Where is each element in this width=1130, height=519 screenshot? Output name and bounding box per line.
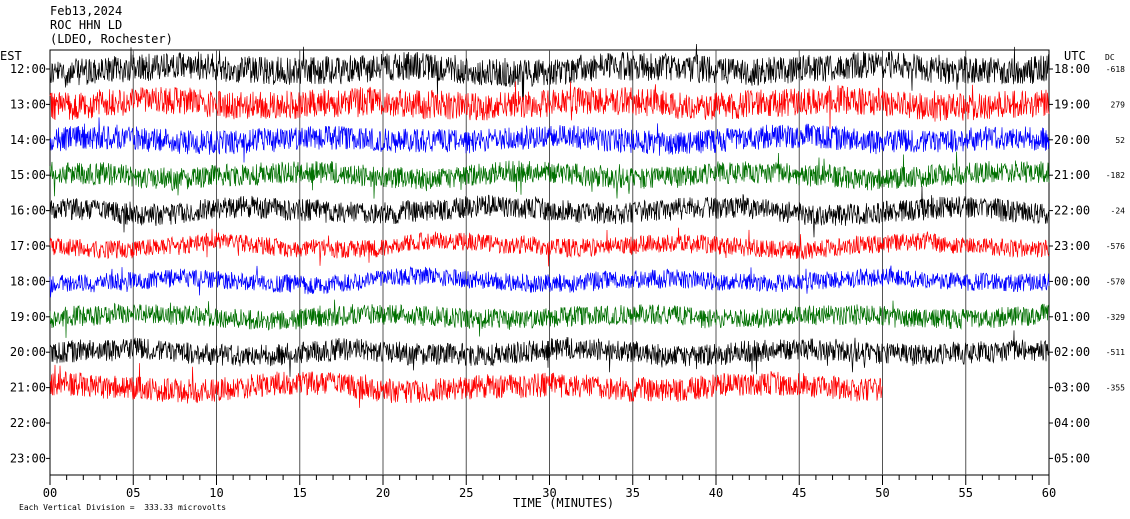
utc-hour-label: 04:00 <box>1054 416 1090 430</box>
dc-offset-value: -576 <box>1106 242 1125 251</box>
x-axis-title: TIME (MINUTES) <box>513 496 615 510</box>
x-tick-label: 05 <box>126 486 140 500</box>
est-hour-label: 21:00 <box>10 381 46 395</box>
dc-offset-value: -511 <box>1106 348 1125 357</box>
dc-offset-value: -355 <box>1106 384 1125 393</box>
utc-hour-label: 18:00 <box>1054 62 1090 76</box>
est-hour-label: 22:00 <box>10 416 46 430</box>
x-tick-label: 55 <box>959 486 973 500</box>
station-label: ROC HHN LD <box>50 18 123 32</box>
x-tick-label: 15 <box>293 486 307 500</box>
date-label: Feb13,2024 <box>50 4 123 18</box>
est-hour-label: 12:00 <box>10 62 46 76</box>
x-tick-label: 25 <box>459 486 473 500</box>
trace-line-1600 <box>49 186 1050 238</box>
dc-offset-value: -570 <box>1106 277 1125 286</box>
utc-hour-label: 19:00 <box>1054 97 1090 111</box>
dc-offset-value: -182 <box>1106 171 1125 180</box>
x-tick-label: 00 <box>43 486 57 500</box>
est-axis-label: EST <box>0 49 22 63</box>
trace-line-2000 <box>49 330 1050 377</box>
est-hour-label: 13:00 <box>10 97 46 111</box>
est-hour-label: 16:00 <box>10 204 46 218</box>
utc-hour-label: 03:00 <box>1054 381 1090 395</box>
dc-label: DC <box>1105 53 1115 62</box>
x-tick-label: 40 <box>709 486 723 500</box>
x-tick-label: 45 <box>792 486 806 500</box>
est-hour-label: 20:00 <box>10 345 46 359</box>
dc-offset-value: -329 <box>1106 313 1125 322</box>
dc-offset-value: 52 <box>1115 136 1125 145</box>
seismic-traces <box>49 43 1050 408</box>
utc-hour-label: 01:00 <box>1054 310 1090 324</box>
trace-line-1800 <box>49 265 1050 298</box>
x-tick-label: 30 <box>542 486 556 500</box>
x-tick-label: 35 <box>626 486 640 500</box>
trace-line-1700 <box>49 227 1050 267</box>
trace-line-1400 <box>49 117 1050 163</box>
utc-hour-label: 21:00 <box>1054 168 1090 182</box>
trace-line-1900 <box>49 299 1050 338</box>
dc-offset-value: -618 <box>1106 65 1125 74</box>
est-hour-label: 19:00 <box>10 310 46 324</box>
utc-hour-label: 22:00 <box>1054 204 1090 218</box>
est-hour-label: 17:00 <box>10 239 46 253</box>
est-hour-label: 23:00 <box>10 451 46 465</box>
utc-hour-label: 02:00 <box>1054 345 1090 359</box>
x-tick-label: 50 <box>875 486 889 500</box>
dc-offset-value: -24 <box>1111 207 1126 216</box>
trace-line-2100 <box>49 363 883 408</box>
trace-line-1500 <box>49 151 1050 199</box>
utc-hour-label: 23:00 <box>1054 239 1090 253</box>
network-label: (LDEO, Rochester) <box>50 32 173 46</box>
x-tick-label: 60 <box>1042 486 1056 500</box>
trace-line-1300 <box>49 81 1050 129</box>
x-tick-label: 10 <box>209 486 223 500</box>
est-hour-label: 15:00 <box>10 168 46 182</box>
utc-hour-label: 05:00 <box>1054 451 1090 465</box>
dc-offset-value: 279 <box>1111 100 1126 109</box>
est-hour-label: 14:00 <box>10 133 46 147</box>
scale-note: Each Vertical Division = 333.33 microvol… <box>19 503 227 512</box>
utc-axis-label: UTC <box>1064 49 1086 63</box>
x-tick-label: 20 <box>376 486 390 500</box>
utc-hour-label: 20:00 <box>1054 133 1090 147</box>
axis-labels: 00 05 10 15 20 25 30 35 40 45 50 55 60 12:00 18:00 -618… <box>10 62 1125 500</box>
trace-line-1200 <box>49 43 1050 102</box>
grid-lines <box>46 49 1053 485</box>
utc-hour-label: 00:00 <box>1054 274 1090 288</box>
est-hour-label: 18:00 <box>10 274 46 288</box>
